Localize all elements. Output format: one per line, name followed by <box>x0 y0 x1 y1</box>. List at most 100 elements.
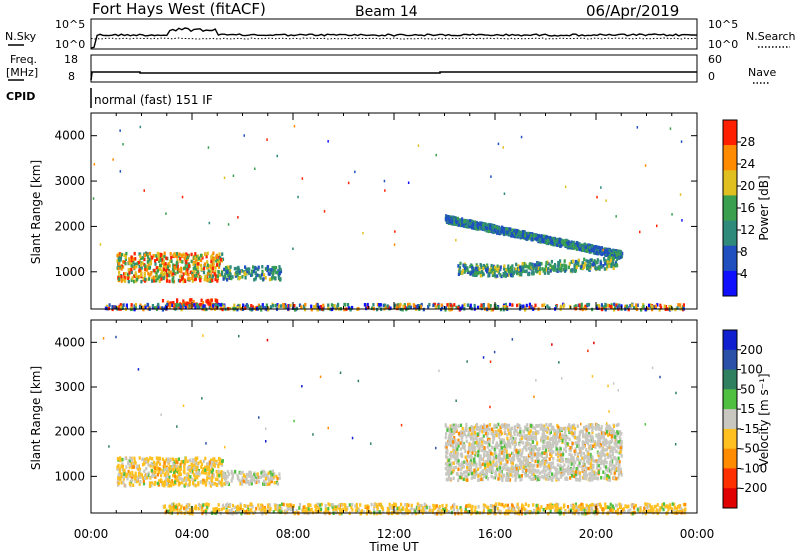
data-cell <box>181 276 184 280</box>
data-cell <box>258 475 261 480</box>
data-cell <box>458 269 461 274</box>
data-cell <box>184 456 187 461</box>
data-cell <box>146 260 149 264</box>
data-cell <box>190 259 193 264</box>
data-cell <box>465 504 468 508</box>
data-cell <box>277 273 280 278</box>
data-cell <box>227 273 230 278</box>
data-cell <box>187 272 190 277</box>
data-cell <box>143 462 146 466</box>
data-cell <box>180 269 183 274</box>
data-cell <box>116 259 119 263</box>
data-cell <box>147 263 150 267</box>
data-cell <box>245 267 248 272</box>
data-cell <box>577 258 581 263</box>
data-cell <box>136 477 139 481</box>
data-cell <box>145 268 149 272</box>
data-cell <box>180 307 183 312</box>
data-cell <box>232 174 235 177</box>
data-cell <box>156 251 159 256</box>
data-cell <box>487 509 490 514</box>
data-cell <box>169 508 172 513</box>
data-cell <box>403 511 406 516</box>
data-cell <box>211 276 214 281</box>
data-cell <box>462 465 465 469</box>
data-cell <box>472 438 475 442</box>
data-cell <box>423 507 426 511</box>
data-cell <box>191 458 194 462</box>
data-cell <box>130 306 133 310</box>
data-cell <box>188 482 191 486</box>
data-cell <box>167 263 170 267</box>
data-cell <box>143 253 146 258</box>
data-cell <box>643 508 646 513</box>
data-cell <box>510 265 513 270</box>
data-cell <box>427 304 430 309</box>
data-cell <box>603 257 606 261</box>
data-cell <box>407 302 410 307</box>
data-cell <box>446 303 449 307</box>
data-cell <box>466 303 469 307</box>
data-cell <box>155 273 158 277</box>
data-cell <box>604 302 607 307</box>
data-cell <box>244 510 248 514</box>
freq-nave-panel: Freq. [MHz] 18 8 60 0 Nave <box>6 53 776 84</box>
data-cell <box>239 482 242 486</box>
data-cell <box>196 471 199 475</box>
data-cell <box>175 475 178 480</box>
data-cell <box>625 505 629 509</box>
data-cell <box>331 505 334 509</box>
data-cell <box>469 504 472 508</box>
data-cell <box>562 304 565 309</box>
data-cell <box>464 263 467 268</box>
data-cell <box>194 252 197 256</box>
data-cell <box>526 264 529 269</box>
data-cell <box>543 267 546 272</box>
data-cell <box>204 456 207 461</box>
data-cell <box>187 473 190 477</box>
data-cell <box>210 461 214 465</box>
data-cell <box>279 267 282 272</box>
data-cell <box>440 509 443 513</box>
data-cell <box>179 304 182 309</box>
data-cell <box>544 237 547 242</box>
data-cell <box>591 263 594 267</box>
data-cell <box>162 273 165 277</box>
data-cell <box>222 503 225 508</box>
data-cell <box>602 470 605 474</box>
data-cell <box>476 221 479 226</box>
data-cell <box>189 458 192 463</box>
data-cell <box>566 244 569 249</box>
data-cell <box>656 303 659 307</box>
data-cell <box>520 506 523 510</box>
data-cell <box>209 303 212 307</box>
data-cell <box>587 509 591 513</box>
data-cell <box>270 270 273 275</box>
data-cell <box>540 505 543 509</box>
data-cell <box>258 274 261 278</box>
data-cell <box>562 512 565 516</box>
data-cell <box>567 265 570 270</box>
data-cell <box>517 234 520 239</box>
colorbar-swatch <box>723 170 737 196</box>
data-cell <box>604 457 607 461</box>
data-cell <box>422 506 425 511</box>
data-cell <box>656 503 659 507</box>
data-cell <box>668 503 672 507</box>
data-cell <box>507 227 510 231</box>
data-cell <box>433 506 436 511</box>
data-cell <box>199 278 202 282</box>
data-cell <box>545 261 548 265</box>
data-cell <box>170 303 174 308</box>
data-cell <box>482 503 485 507</box>
data-cell <box>138 259 141 263</box>
data-cell <box>362 231 364 235</box>
data-cell <box>265 303 268 307</box>
data-cell <box>119 253 122 257</box>
data-cell <box>165 467 169 471</box>
data-cell <box>656 508 659 512</box>
data-cell <box>487 306 490 310</box>
data-cell <box>510 268 514 272</box>
data-cell <box>662 507 665 512</box>
